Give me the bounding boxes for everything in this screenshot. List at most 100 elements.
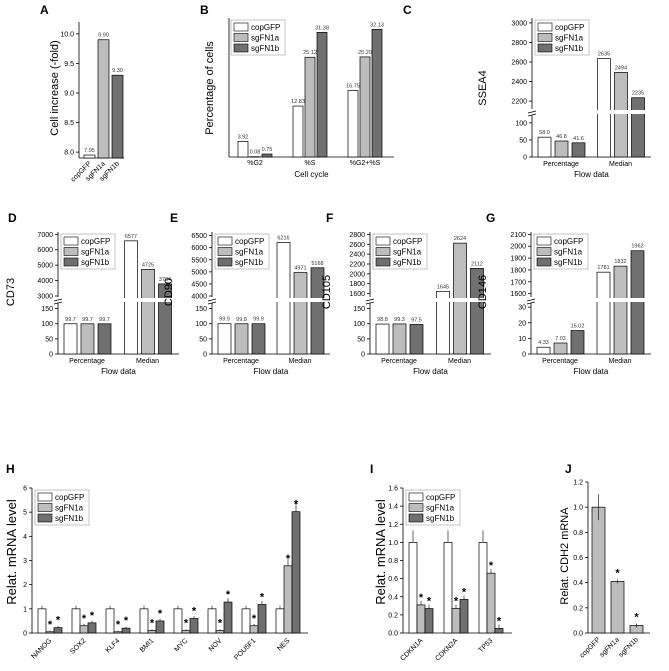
data-label: 99.3 (394, 317, 405, 323)
bar-sgfn1b (189, 618, 199, 634)
bar-copgfp (443, 542, 453, 634)
y-tick-label: 0 (23, 631, 27, 638)
legend-swatch-sgfn1a (408, 503, 424, 512)
panel-label-b: B (200, 3, 209, 17)
bar-sgfn1a (610, 581, 625, 634)
data-label: 4.33 (538, 340, 549, 346)
significance-star: * (462, 586, 467, 598)
y-tick-label: 0.4 (388, 594, 398, 601)
legend-label-sgfn1a: sgFN1a (81, 248, 110, 257)
x-tick-label: Median (289, 358, 312, 365)
data-label: 2235 (632, 91, 644, 97)
bar-sgfn1b (97, 323, 112, 355)
legend-label-copgfp: copGFP (554, 237, 583, 246)
data-label: 0.08 (250, 150, 261, 156)
bar-copgfp (597, 58, 611, 158)
axis-break-mark (526, 298, 536, 302)
y-tick-label: 2200 (349, 262, 365, 269)
y-tick-label: 8.5 (64, 120, 74, 127)
x-tick-label: BMI1 (139, 637, 156, 654)
y-tick-label: 2600 (349, 242, 365, 249)
bar-sgfn1a (181, 630, 191, 634)
legend-label-sgfn1b: sgFN1b (393, 258, 422, 267)
bar-sgfn1b (409, 324, 424, 355)
bar-sgfn1b (631, 97, 645, 158)
y-tick-label: 10.0 (60, 31, 74, 38)
bar-sgfn1b (87, 622, 97, 634)
legend-swatch-sgfn1b (408, 513, 424, 523)
data-label: 99.9 (253, 317, 264, 323)
axis-break-mark (207, 301, 217, 305)
significance-star: * (489, 560, 494, 572)
bar-copgfp (37, 608, 47, 634)
bar-sgfn1a (613, 265, 628, 355)
y-axis-label: Percentage of cells (204, 41, 216, 135)
y-tick-label: 0 (522, 352, 526, 359)
legend-swatch-copgfp (536, 236, 552, 246)
axis-break-mark (53, 301, 63, 305)
x-axis-label: Flow data (101, 367, 136, 376)
y-tick-label: 9.5 (64, 61, 74, 68)
data-label: 2635 (598, 52, 610, 58)
legend-swatch-sgfn1b (537, 43, 553, 53)
y-tick-label: 6 (23, 486, 27, 493)
bar-sgfn1a (554, 140, 569, 158)
bar-sgfn1a (486, 572, 496, 634)
data-label: 2112 (471, 261, 483, 267)
y-tick-label: 50 (199, 336, 207, 343)
legend-swatch-sgfn1a (375, 247, 391, 256)
y-axis-label: CD90 (163, 278, 175, 306)
x-tick-label: Percentage (543, 161, 579, 168)
data-label: 3784 (159, 277, 171, 283)
bar-copgfp (347, 90, 359, 158)
bar-copgfp (105, 608, 115, 634)
bar-copgfp (596, 271, 611, 355)
bar-sgfn1a (614, 72, 628, 158)
data-label: 7.03 (555, 336, 566, 342)
x-tick-label: %S (305, 160, 316, 167)
data-label: 7.95 (84, 148, 95, 154)
x-tick-label: CDKN1A (399, 637, 424, 662)
legend-swatch-copgfp (537, 22, 553, 32)
legend-label-sgfn1b: sgFN1b (55, 514, 84, 523)
axis-break-mark (207, 298, 217, 302)
bar-copgfp (83, 154, 96, 159)
significance-star: * (48, 619, 53, 631)
x-tick-label: %G2 (247, 160, 263, 167)
legend-swatch-sgfn1a (217, 247, 233, 256)
x-tick-label: sgFN1a (599, 636, 621, 658)
bar-sgfn1b (121, 627, 131, 634)
data-label: 9.90 (98, 33, 109, 39)
axis-break-mark (526, 301, 536, 305)
significance-star: * (90, 610, 95, 622)
y-tick-label: 1.6 (388, 486, 398, 493)
x-axis-label: Flow data (254, 367, 289, 376)
legend-label-sgfn1b: sgFN1b (81, 258, 110, 267)
y-tick-label: 5000 (191, 269, 207, 276)
bar-sgfn1b (257, 604, 267, 634)
y-tick-label: 4000 (191, 294, 207, 301)
y-tick-label: 50 (45, 336, 53, 343)
y-axis-label: Relat. mRNA level (373, 499, 388, 605)
bar-copgfp (591, 506, 606, 634)
data-label: 3.92 (238, 134, 249, 140)
bar-sgfn1b (291, 511, 301, 634)
y-tick-label: 4 (23, 534, 27, 541)
y-tick-label: 0.2 (573, 605, 583, 612)
data-label: 32.13 (370, 22, 384, 28)
bar-sgfn1b (261, 153, 273, 158)
axis-break-band (532, 298, 651, 302)
axis-break-mark (527, 110, 537, 114)
legend-label-copgfp: copGFP (426, 493, 455, 502)
legend-label-sgfn1b: sgFN1b (555, 44, 584, 53)
bar-sgfn1a (451, 608, 461, 634)
legend-swatch-sgfn1a (63, 247, 79, 256)
y-tick-label: 30 (518, 305, 526, 312)
data-label: 99.9 (219, 317, 230, 323)
y-tick-label: 100 (353, 321, 365, 328)
axis-break-band (533, 110, 651, 114)
bar-sgfn1a (113, 631, 123, 634)
data-label: 97.5 (411, 317, 422, 323)
panel-label-d: D (8, 211, 17, 225)
